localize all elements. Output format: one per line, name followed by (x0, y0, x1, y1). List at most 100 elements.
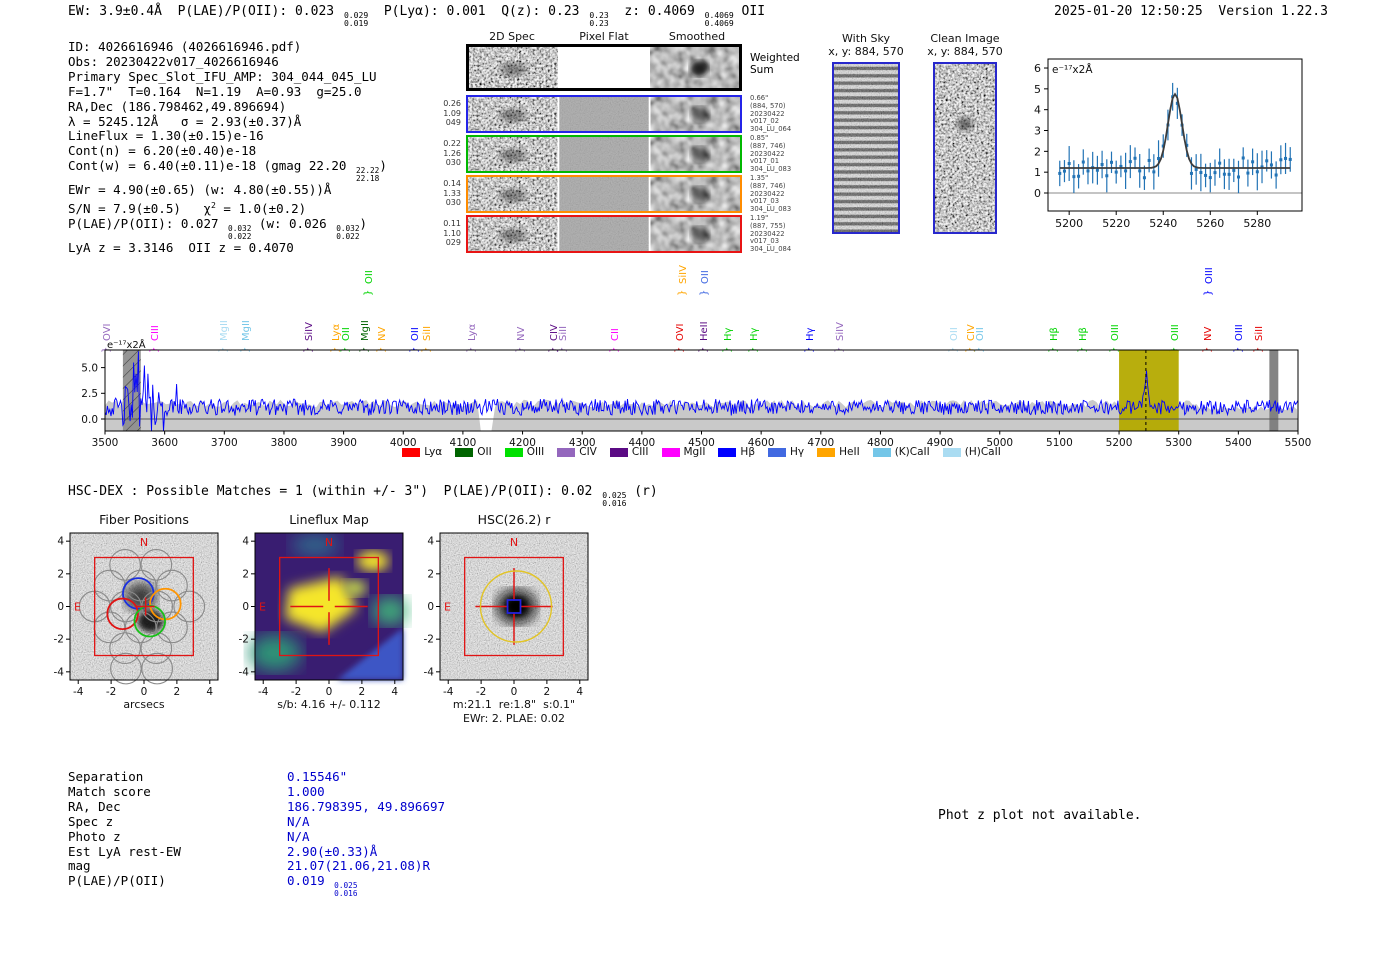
svg-text:5000: 5000 (986, 437, 1013, 449)
svg-text:0: 0 (427, 601, 434, 613)
svg-text:N: N (140, 536, 148, 549)
sky-image (935, 64, 995, 232)
line-label-bracket: } (699, 289, 711, 296)
svg-text:4400: 4400 (628, 437, 655, 449)
legend-swatch (942, 447, 961, 457)
cutout-title-2: HSC(26.2) r (477, 512, 551, 527)
superscript: 2 (211, 200, 216, 211)
weighted-sum-label: Weighted Sum (750, 52, 800, 76)
svg-text:3900: 3900 (330, 437, 357, 449)
line-label-bracket: } (1203, 289, 1215, 296)
cutouts-svg: N E -4 -4 -2 -2 0 0 2 2 4 4 N E -4 -4 -2 -2 0 0 2 2 4 4 N E -4 -4 -2… (54, 532, 589, 698)
upper-bound: 0.025 (334, 881, 358, 891)
svg-text:-2: -2 (291, 686, 301, 698)
info-line-3: F=1.7" T=0.164 N=1.19 A=0.93 g=25.0 (68, 83, 362, 99)
svg-text:-2: -2 (106, 686, 116, 698)
legend-label: OII (477, 446, 492, 458)
svg-text:-2: -2 (239, 634, 249, 646)
svg-text:4: 4 (391, 686, 398, 698)
legend-label: CIII (631, 446, 649, 458)
svg-text:-2: -2 (424, 634, 434, 646)
match-label: Match score (68, 783, 151, 799)
svg-text:6: 6 (1034, 62, 1041, 75)
svg-text:-2: -2 (54, 634, 64, 646)
svg-text:2: 2 (427, 568, 434, 580)
upper-bound: 22.22 (355, 165, 380, 175)
svg-text:2: 2 (57, 568, 64, 580)
info-line-1: Obs: 20230422v017_4026616946 (68, 53, 279, 69)
legend-label: (K)CaII (894, 446, 930, 458)
svg-text:5300: 5300 (1165, 437, 1192, 449)
photz-note: Phot z plot not available. (938, 808, 1142, 823)
match-value: N/A (287, 828, 310, 844)
lower-bound: 0.016 (602, 499, 627, 509)
svg-text:4: 4 (576, 686, 583, 698)
legend-label: Hγ (790, 446, 805, 458)
cutout-caption-2-1: EWr: 2. PLAE: 0.02 (462, 712, 566, 725)
line-label-oii-8: OII (363, 270, 375, 284)
svg-text:3800: 3800 (271, 437, 298, 449)
stacked-uncertainty: 0.032 0.022 (336, 224, 359, 241)
match-value: 0.019 0.025 0.016 (287, 873, 358, 899)
svg-text:N: N (325, 536, 333, 549)
full-spectrum-plot: 3500 3600 3700 3800 3900 4000 4100 4200 4300 4400… (60, 338, 1350, 460)
info-line-10: S/N = 7.9(±0.5) χ2 = 1.0(±0.2) (68, 200, 307, 217)
spec2d-row-right-labels: 1.35" (887, 746) 20230422 v017_03 304_LU_083 (750, 174, 792, 214)
legend-swatch (504, 447, 523, 457)
svg-text:5200: 5200 (1106, 437, 1133, 449)
svg-text:-4: -4 (54, 666, 65, 678)
hsc-dex-header: HSC-DEX : Possible Matches = 1 (within +… (68, 484, 658, 509)
match-value: 186.798395, 49.896697 (287, 798, 446, 814)
spec2d-col-title-1: Pixel Flat (579, 30, 629, 43)
info-line-6: LineFlux = 1.30(±0.15)e-16 (68, 128, 264, 144)
spec2d-row-right-labels: 0.85" (887, 746) 20230422 v017_01 304_LU_083 (750, 134, 792, 174)
svg-text:4: 4 (57, 536, 64, 548)
svg-text:2: 2 (242, 568, 249, 580)
sky-panel-image-1 (933, 62, 997, 234)
svg-text:4900: 4900 (927, 437, 954, 449)
cutout-xlabel: arcsecs (123, 698, 165, 711)
cutout-caption-1-0: s/b: 4.16 +/- 0.112 (277, 698, 381, 711)
info-line-11: P(LAE)/P(OII): 0.027 0.032 0.022 (w: 0.02… (68, 216, 368, 241)
stacked-uncertainty: 0.032 0.022 (228, 224, 251, 241)
svg-text:4200: 4200 (509, 437, 536, 449)
legend-label: Lyα (424, 446, 443, 458)
stacked-uncertainty: 0.4069 0.4069 (704, 10, 734, 29)
legend-item-4: CIII (609, 446, 649, 458)
legend-item-3: CIV (557, 446, 597, 458)
svg-text:4700: 4700 (807, 437, 834, 449)
line-label-bracket: } (677, 289, 689, 296)
svg-text:4300: 4300 (569, 437, 596, 449)
svg-text:5280: 5280 (1243, 217, 1271, 230)
spec2d-row-images (468, 97, 740, 131)
svg-text:5200: 5200 (1055, 217, 1083, 230)
svg-text:0: 0 (242, 601, 249, 613)
spec2d-row-images (468, 137, 740, 171)
legend-item-7: Hγ (768, 446, 804, 458)
svg-text:4: 4 (427, 536, 434, 548)
svg-text:5240: 5240 (1149, 217, 1177, 230)
spec2d-col-title-0: 2D Spec (489, 30, 535, 43)
upper-bound: 0.4069 (704, 10, 734, 20)
catalog-match-table: Separation 0.15546" Match score 1.000 RA, De… (68, 769, 446, 899)
svg-text:4100: 4100 (450, 437, 477, 449)
line-label-bracket: } (362, 289, 374, 296)
info-line-5: λ = 5245.12Å σ = 2.93(±0.37)Å (68, 113, 302, 129)
match-label: Separation (68, 769, 144, 784)
spec2d-row-left-labels: 0.11 1.10 029 (443, 219, 461, 247)
spacer (1203, 4, 1219, 19)
svg-text:-4: -4 (424, 666, 435, 678)
spec2d-row-left-labels: 0.26 1.09 049 (443, 99, 461, 127)
svg-text:3700: 3700 (211, 437, 238, 449)
legend-item-2: OIII (504, 446, 545, 458)
match-row-4: Photo z N/A (68, 828, 445, 845)
spec2d-row-4 (466, 215, 742, 253)
spec2d-row-left-labels: 0.22 1.26 030 (443, 139, 461, 167)
legend-label: OIII (526, 446, 545, 458)
info-line-12: LyA z = 3.3146 OII z = 0.4070 (68, 240, 294, 256)
stacked-uncertainty: 0.029 0.019 (344, 11, 368, 29)
sky-image (834, 64, 898, 232)
match-value: 2.90(±0.33)Å (287, 843, 378, 859)
stacked-uncertainty: 0.23 0.23 (589, 11, 608, 29)
svg-text:0.0: 0.0 (81, 414, 98, 426)
